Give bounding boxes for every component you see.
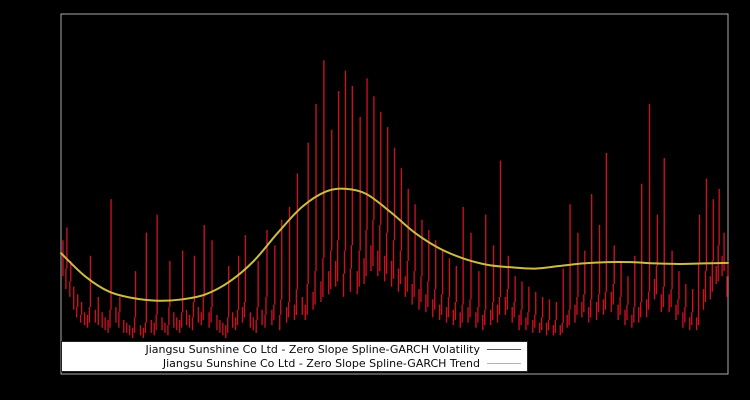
legend-swatch-volatility [487, 349, 521, 350]
legend-label-trend: Jiangsu Sunshine Co Ltd - Zero Slope Spl… [162, 356, 480, 370]
legend-entry-volatility: Jiangsu Sunshine Co Ltd - Zero Slope Spl… [62, 343, 527, 357]
chart-legend: Jiangsu Sunshine Co Ltd - Zero Slope Spl… [61, 341, 528, 372]
plot-frame [60, 13, 729, 375]
legend-swatch-trend [487, 363, 521, 364]
series-trend [60, 187, 729, 302]
legend-entry-trend: Jiangsu Sunshine Co Ltd - Zero Slope Spl… [62, 357, 527, 371]
legend-label-volatility: Jiangsu Sunshine Co Ltd - Zero Slope Spl… [145, 342, 480, 356]
